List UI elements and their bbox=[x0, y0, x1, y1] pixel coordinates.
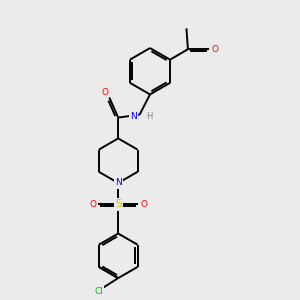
Text: N: N bbox=[115, 178, 122, 188]
Text: N: N bbox=[130, 112, 136, 121]
Text: O: O bbox=[101, 88, 108, 97]
Text: O: O bbox=[89, 200, 96, 209]
Text: H: H bbox=[146, 112, 152, 121]
Text: S: S bbox=[115, 200, 122, 209]
Text: Cl: Cl bbox=[94, 287, 103, 296]
Text: O: O bbox=[140, 200, 147, 209]
Text: O: O bbox=[211, 45, 218, 54]
